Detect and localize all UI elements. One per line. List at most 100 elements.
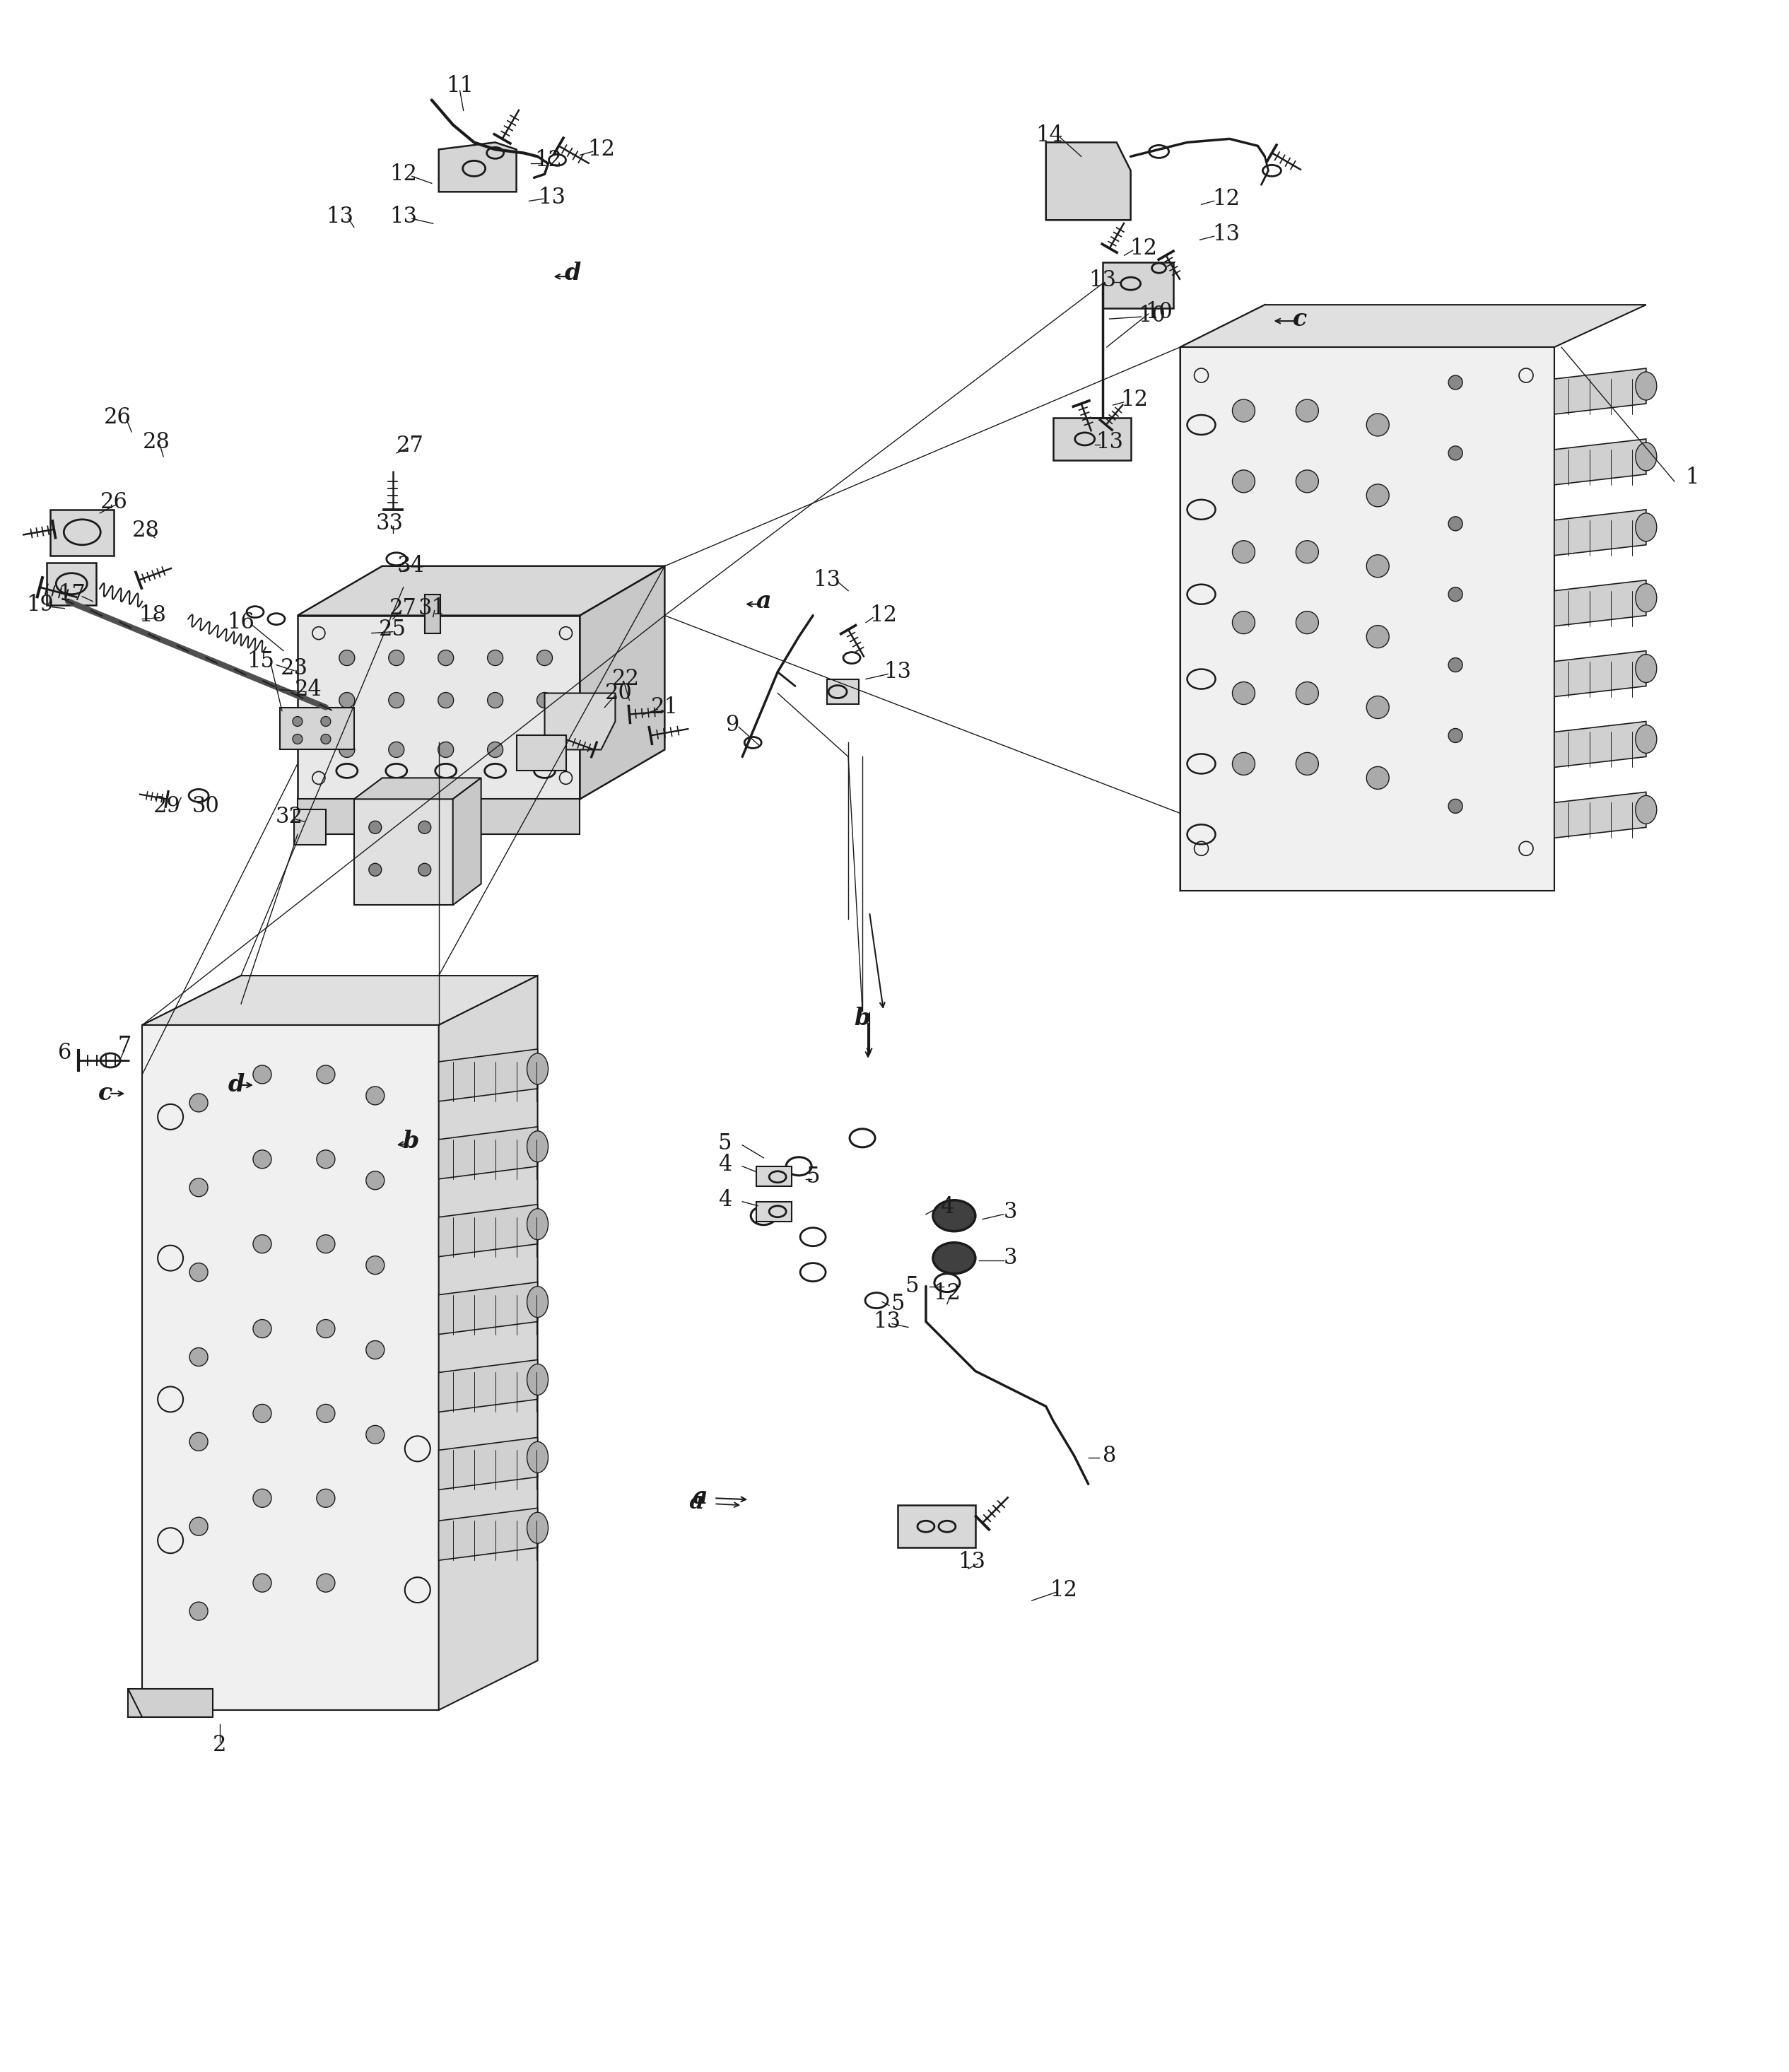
Polygon shape	[438, 1204, 537, 1258]
Circle shape	[252, 1405, 272, 1423]
Text: 22: 22	[612, 667, 640, 690]
Polygon shape	[438, 1438, 537, 1490]
Circle shape	[1295, 400, 1318, 423]
Text: 5: 5	[807, 1167, 819, 1187]
Text: 9: 9	[725, 715, 739, 736]
Circle shape	[367, 1341, 385, 1359]
Text: 25: 25	[379, 620, 406, 640]
Polygon shape	[438, 976, 537, 1709]
Polygon shape	[1555, 510, 1646, 555]
Circle shape	[537, 742, 553, 758]
Circle shape	[438, 651, 454, 665]
Text: 13: 13	[1095, 431, 1123, 454]
Text: d: d	[227, 1073, 245, 1096]
Text: 13: 13	[390, 205, 417, 228]
Circle shape	[317, 1065, 335, 1084]
Circle shape	[1449, 375, 1463, 390]
Bar	[827, 680, 859, 704]
Circle shape	[1233, 400, 1254, 423]
Text: 27: 27	[397, 435, 424, 458]
Ellipse shape	[1635, 584, 1657, 611]
Ellipse shape	[528, 1053, 547, 1084]
Circle shape	[367, 1171, 385, 1189]
Circle shape	[1295, 682, 1318, 704]
Text: 13: 13	[873, 1312, 902, 1332]
Bar	[757, 1202, 793, 1220]
Polygon shape	[354, 777, 481, 800]
Polygon shape	[297, 615, 580, 800]
Polygon shape	[438, 1359, 537, 1411]
Circle shape	[1295, 611, 1318, 634]
Circle shape	[317, 1405, 335, 1423]
Text: 12: 12	[1213, 189, 1240, 209]
Circle shape	[1233, 541, 1254, 564]
Circle shape	[252, 1320, 272, 1339]
Circle shape	[1295, 541, 1318, 564]
Circle shape	[1233, 470, 1254, 493]
Text: 34: 34	[397, 555, 424, 576]
Text: 6: 6	[57, 1042, 72, 1065]
Polygon shape	[438, 1127, 537, 1179]
Circle shape	[369, 864, 381, 876]
Circle shape	[1367, 555, 1388, 578]
Polygon shape	[354, 800, 453, 905]
Bar	[293, 810, 326, 845]
Circle shape	[369, 821, 381, 833]
Circle shape	[1233, 611, 1254, 634]
Polygon shape	[297, 566, 666, 615]
Circle shape	[1233, 682, 1254, 704]
Polygon shape	[297, 800, 580, 835]
Circle shape	[190, 1179, 208, 1198]
Polygon shape	[129, 1689, 213, 1718]
Text: a: a	[757, 591, 771, 613]
Text: 5: 5	[717, 1133, 732, 1154]
Ellipse shape	[1635, 655, 1657, 682]
Ellipse shape	[528, 1131, 547, 1162]
Text: 1: 1	[1685, 466, 1700, 489]
Bar	[757, 1167, 793, 1185]
Circle shape	[1449, 516, 1463, 530]
Text: 21: 21	[651, 696, 678, 719]
Polygon shape	[1102, 263, 1174, 309]
Polygon shape	[1555, 651, 1646, 696]
Circle shape	[1449, 586, 1463, 601]
Text: 26: 26	[100, 491, 127, 514]
Text: 3: 3	[1004, 1247, 1018, 1268]
Polygon shape	[141, 976, 537, 1026]
Text: 12: 12	[535, 149, 562, 172]
Circle shape	[293, 717, 302, 727]
Polygon shape	[47, 562, 97, 605]
Text: 31: 31	[419, 597, 445, 620]
Text: 29: 29	[154, 796, 181, 816]
Polygon shape	[1555, 439, 1646, 485]
Text: 16: 16	[227, 611, 254, 634]
Circle shape	[190, 1602, 208, 1620]
Ellipse shape	[528, 1363, 547, 1394]
Text: 13: 13	[326, 205, 354, 228]
Circle shape	[388, 742, 404, 758]
Polygon shape	[1181, 348, 1555, 891]
Text: 11: 11	[445, 75, 474, 97]
Circle shape	[317, 1150, 335, 1169]
Polygon shape	[1054, 419, 1131, 460]
Polygon shape	[1555, 369, 1646, 414]
Circle shape	[320, 733, 331, 744]
Circle shape	[419, 864, 431, 876]
Circle shape	[388, 692, 404, 709]
Text: 13: 13	[1090, 269, 1116, 290]
Text: 12: 12	[587, 139, 615, 160]
Text: 2: 2	[213, 1734, 227, 1757]
Text: 12: 12	[869, 605, 898, 626]
Circle shape	[1367, 626, 1388, 649]
Circle shape	[1449, 800, 1463, 812]
Bar	[424, 595, 440, 634]
Text: 12: 12	[1129, 238, 1157, 259]
Circle shape	[317, 1490, 335, 1506]
Text: d: d	[565, 261, 581, 284]
Polygon shape	[517, 736, 565, 771]
Ellipse shape	[1635, 725, 1657, 754]
Circle shape	[252, 1575, 272, 1591]
Text: 4: 4	[717, 1154, 732, 1175]
Text: 7: 7	[118, 1036, 131, 1057]
Polygon shape	[1555, 580, 1646, 626]
